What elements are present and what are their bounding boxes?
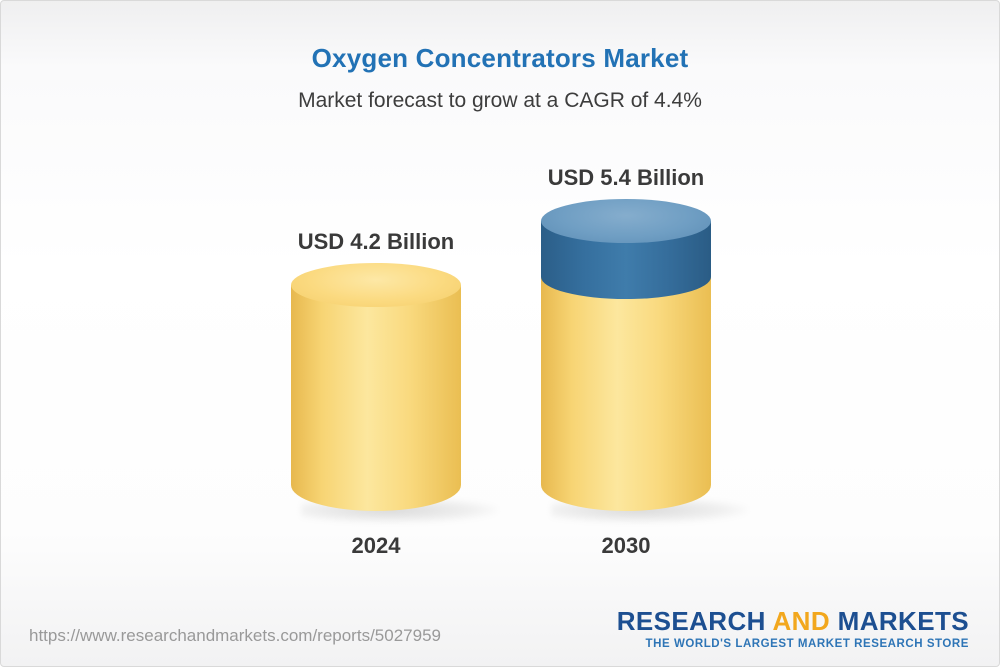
logo-word-research: RESEARCH (616, 605, 766, 636)
report-url-link[interactable]: https://www.researchandmarkets.com/repor… (29, 626, 441, 645)
category-label-2030: 2030 (601, 533, 651, 558)
value-label-2024: USD 4.2 Billion (297, 229, 455, 254)
category-label-2024: 2024 (351, 533, 401, 558)
logo-tagline: THE WORLD'S LARGEST MARKET RESEARCH STOR… (645, 638, 969, 650)
logo-word-markets: MARKETS (837, 605, 969, 636)
value-label-2030: USD 5.4 Billion (547, 165, 705, 190)
chart-title: Oxygen Concentrators Market (311, 43, 689, 73)
cylinder-2024: USD 4.2 Billion 2024 (291, 229, 461, 558)
logo-wordmark: RESEARCH AND MARKETS (616, 605, 969, 636)
logo-word-and: AND (772, 605, 831, 636)
cylinder-2030: USD 5.4 Billion 2030 (541, 165, 711, 558)
cylinder-2024-body (291, 285, 461, 511)
research-and-markets-logo: RESEARCH AND MARKETS THE WORLD'S LARGEST… (616, 605, 969, 650)
chart-subtitle: Market forecast to grow at a CAGR of 4.4… (298, 89, 702, 112)
cylinder-2030-growth-segment (541, 199, 711, 300)
cylinder-2024-top-ellipse (291, 263, 461, 307)
cylinder-2030-top-ellipse (541, 199, 711, 243)
